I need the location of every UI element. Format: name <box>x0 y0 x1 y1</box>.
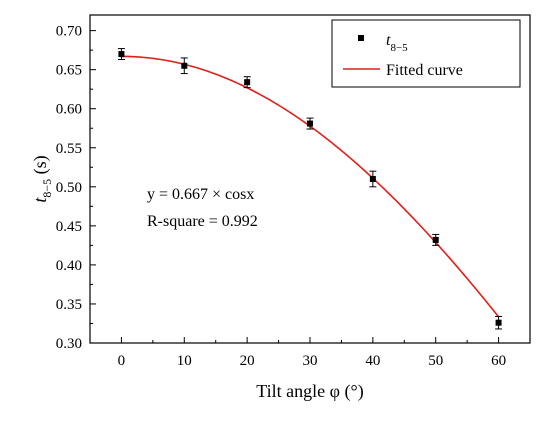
annotation-block: y = 0.667 × cosx R-square = 0.992 <box>147 186 258 230</box>
point-marker <box>244 79 251 86</box>
x-tick-label: 60 <box>491 353 506 369</box>
y-axis-title-main: t <box>30 197 50 203</box>
point-marker <box>307 120 313 127</box>
r-square-annotation: R-square = 0.992 <box>147 213 258 230</box>
data-point <box>369 170 377 188</box>
data-point <box>306 117 314 130</box>
y-tick-label: 0.65 <box>56 63 82 79</box>
x-tick-label: 0 <box>118 353 126 369</box>
point-marker <box>181 62 188 69</box>
point-marker <box>495 319 502 326</box>
y-axis-title-unit: (s) <box>30 155 51 179</box>
data-point <box>495 315 503 330</box>
x-tick-label: 20 <box>240 353 255 369</box>
data-point-series <box>117 48 503 330</box>
y-tick-label: 0.35 <box>56 297 82 313</box>
x-axis-title: Tilt angle φ (°) <box>256 381 363 402</box>
point-marker <box>118 51 125 58</box>
x-tick-label: 50 <box>428 353 443 369</box>
x-tick-label: 10 <box>177 353 192 369</box>
y-axis-title: t8−5 (s) <box>30 155 54 202</box>
y-tick-label: 0.60 <box>56 102 82 118</box>
legend-points-sub: 8−5 <box>390 42 408 54</box>
x-axis: 0 10 20 30 40 50 60 <box>118 337 506 369</box>
data-point <box>243 76 251 89</box>
legend-points-main: t <box>386 32 391 49</box>
y-tick-label: 0.55 <box>56 141 82 157</box>
legend-points-label: t8−5 <box>386 32 408 54</box>
x-tick-label: 30 <box>303 353 318 369</box>
data-point <box>432 233 440 246</box>
point-marker <box>432 236 439 243</box>
y-tick-label: 0.50 <box>56 180 82 196</box>
y-tick-label: 0.30 <box>56 336 82 352</box>
y-axis: 0.30 0.35 0.40 0.45 0.50 0.55 0.60 0.65 0.70 <box>56 24 96 352</box>
y-tick-label: 0.40 <box>56 258 82 274</box>
x-tick-label: 40 <box>365 353 380 369</box>
legend-curve-label: Fitted curve <box>386 62 463 79</box>
data-point <box>180 57 188 75</box>
legend-box <box>331 19 521 88</box>
legend-marker-square <box>358 35 364 41</box>
legend: t8−5 Fitted curve <box>331 19 521 88</box>
y-axis-title-sub: 8−5 <box>40 179 54 198</box>
data-point <box>117 48 125 61</box>
y-tick-label: 0.45 <box>56 219 82 235</box>
equation-annotation: y = 0.667 × cosx <box>147 186 254 203</box>
point-marker <box>369 176 376 182</box>
y-tick-label: 0.70 <box>56 24 82 40</box>
